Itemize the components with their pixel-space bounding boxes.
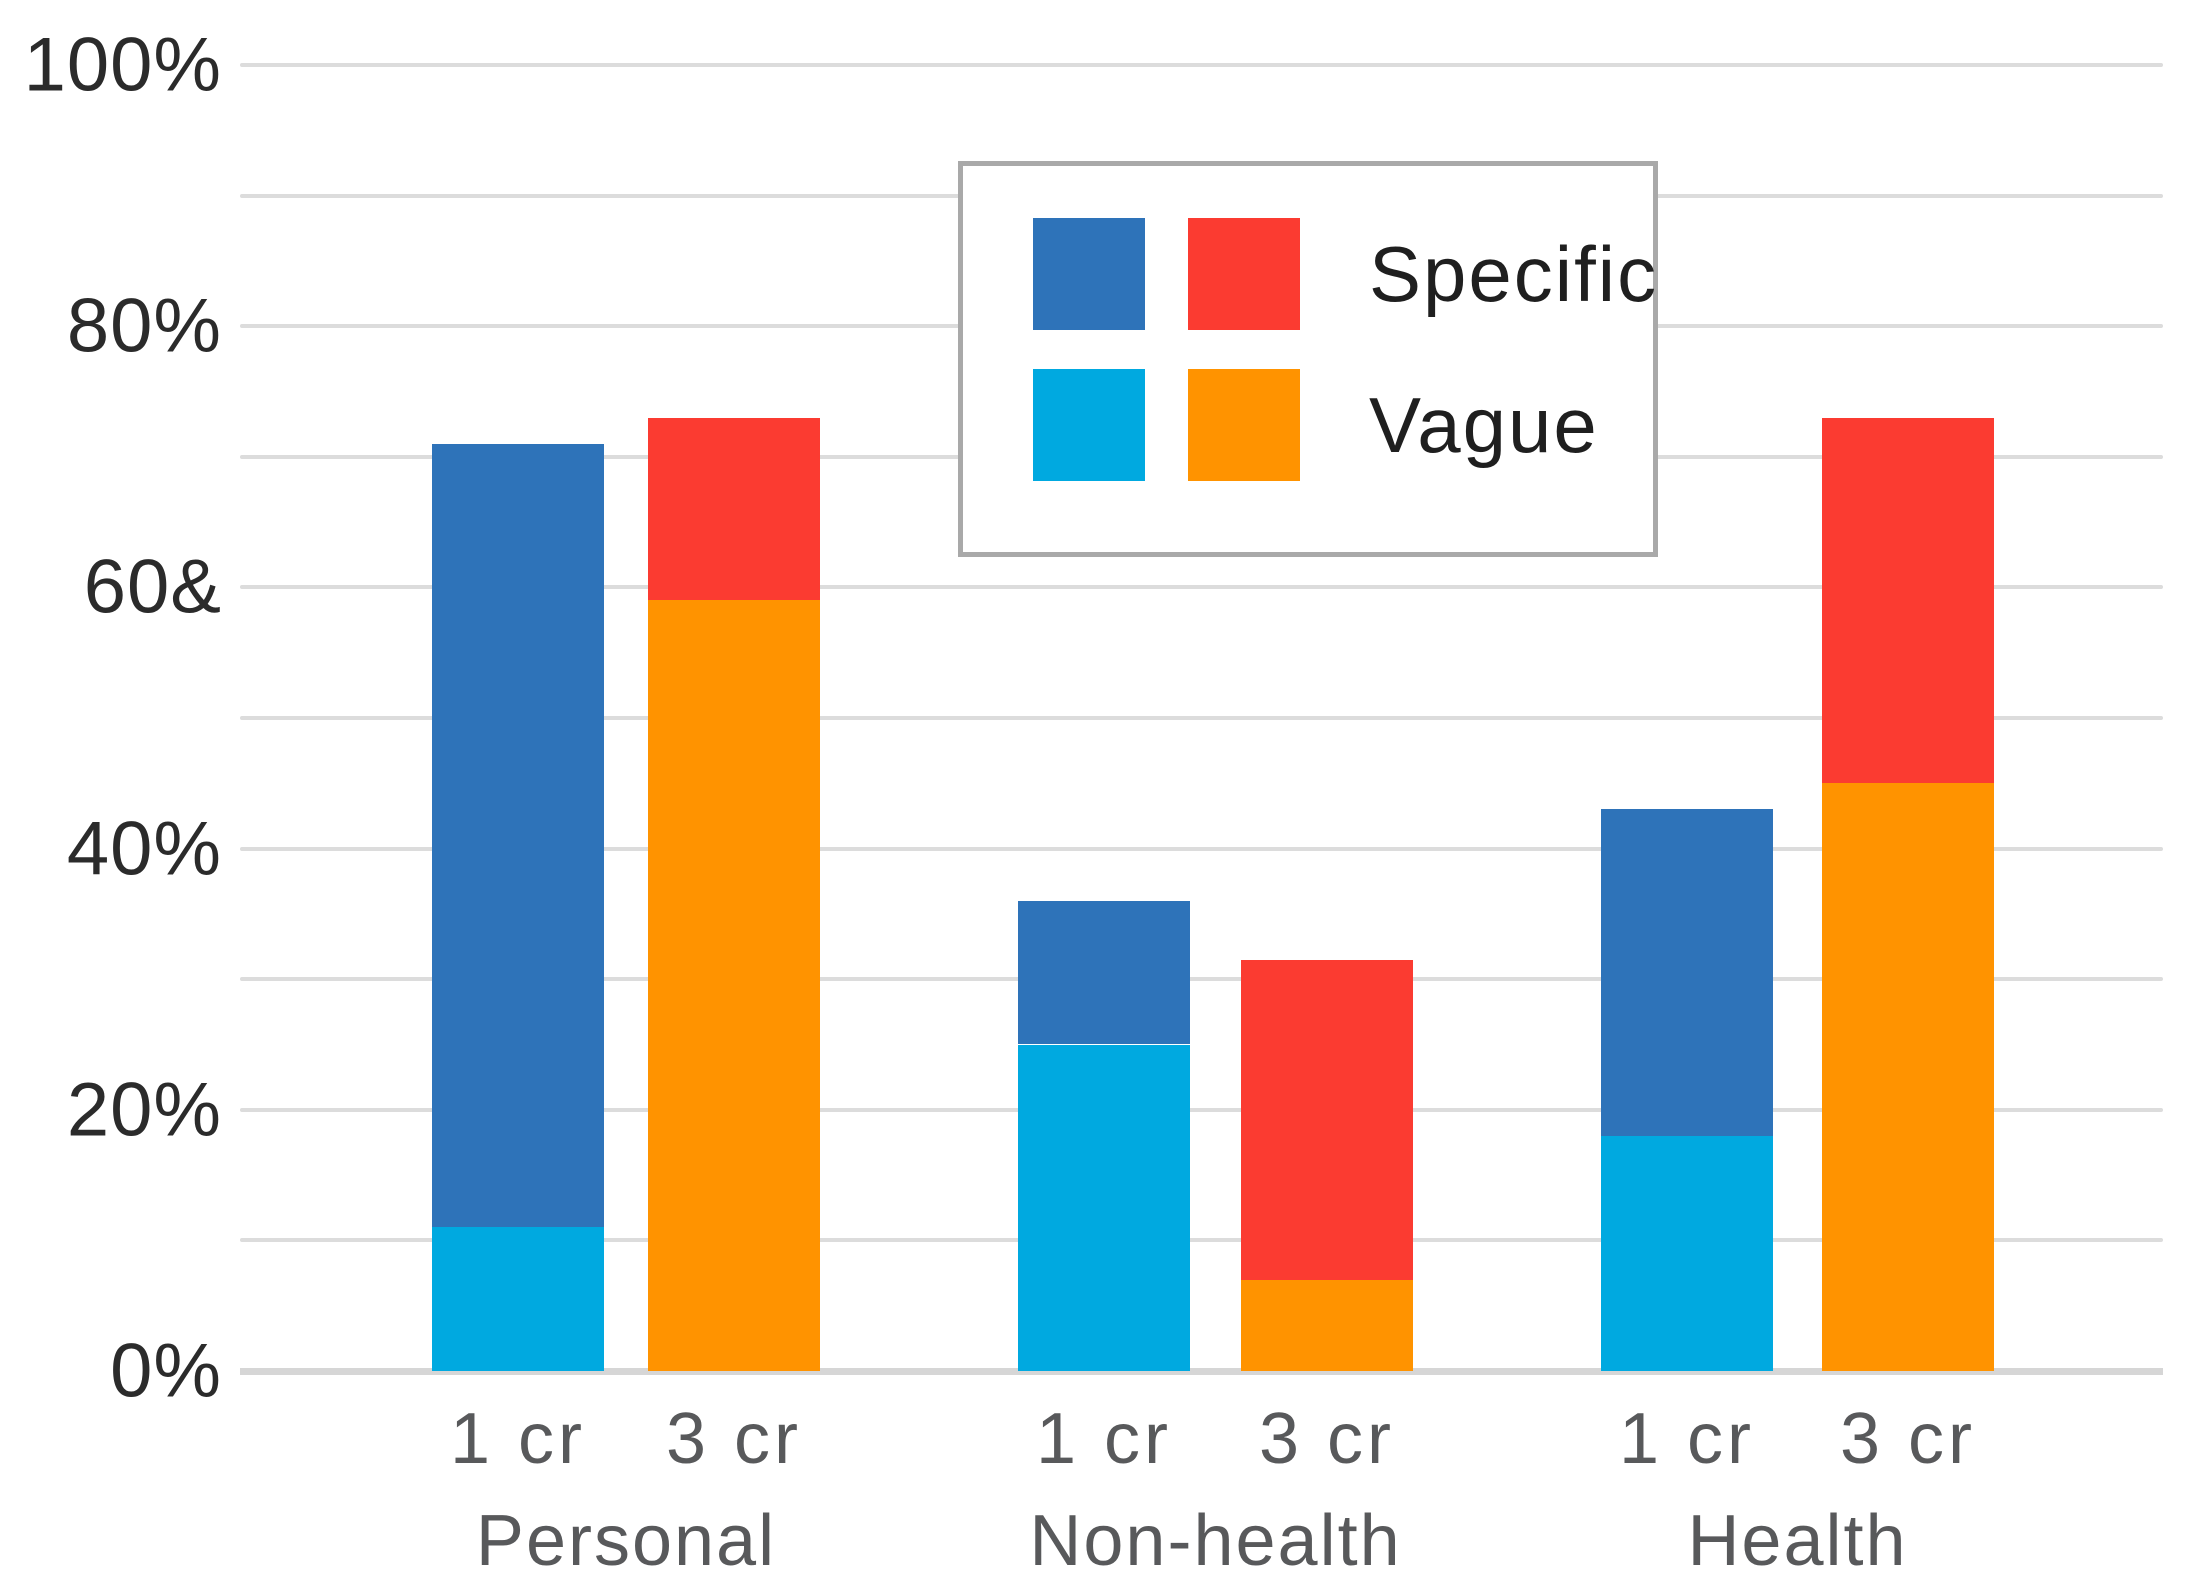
y-axis-tick-label: 60& bbox=[83, 544, 222, 630]
y-axis-tick-label: 0% bbox=[110, 1328, 222, 1414]
x-axis-line bbox=[240, 1368, 2163, 1375]
gridline bbox=[240, 585, 2163, 590]
legend: Specific Vague bbox=[958, 161, 1658, 557]
legend-row-vague: Vague bbox=[1033, 369, 1599, 481]
gridline bbox=[240, 846, 2163, 851]
bar-segment-specific-3cr-health bbox=[1822, 417, 1994, 784]
gridline bbox=[240, 977, 2163, 982]
x-axis-tick-label: 3 cr bbox=[665, 1399, 803, 1479]
legend-swatch-specific bbox=[1188, 218, 1300, 330]
bar-segment-vague-1cr-health bbox=[1601, 1135, 1773, 1371]
y-axis-tick-label: 80% bbox=[66, 283, 222, 369]
x-axis-tick-label: 1 cr bbox=[449, 1399, 587, 1479]
bar-segment-vague-3cr-non-health bbox=[1241, 1279, 1413, 1371]
x-axis-group-label: Non-health bbox=[1029, 1501, 1402, 1581]
gridline bbox=[240, 1238, 2163, 1243]
bar-segment-vague-3cr-personal bbox=[648, 600, 820, 1371]
bar-segment-vague-3cr-health bbox=[1822, 783, 1994, 1371]
y-axis-tick-label: 40% bbox=[66, 806, 222, 892]
bar-segment-vague-1cr-non-health bbox=[1018, 1044, 1190, 1371]
legend-swatch-specific bbox=[1033, 218, 1145, 330]
legend-swatch-vague bbox=[1188, 369, 1300, 481]
gridline bbox=[240, 716, 2163, 720]
bar-segment-specific-1cr-non-health bbox=[1018, 900, 1190, 1045]
x-axis-tick-label: 3 cr bbox=[1258, 1399, 1396, 1479]
x-axis-tick-label: 1 cr bbox=[1035, 1399, 1173, 1479]
bar-segment-vague-1cr-personal bbox=[432, 1227, 604, 1371]
bar-segment-specific-1cr-personal bbox=[432, 443, 604, 1228]
legend-label: Specific bbox=[1369, 229, 1659, 318]
y-axis-tick-label: 100% bbox=[23, 22, 222, 108]
legend-swatch-vague bbox=[1033, 369, 1145, 481]
bar-segment-specific-3cr-non-health bbox=[1241, 959, 1413, 1280]
gridline bbox=[240, 63, 2163, 67]
bar-segment-specific-3cr-personal bbox=[648, 417, 820, 601]
legend-row-specific: Specific bbox=[1033, 218, 1658, 330]
x-axis-tick-label: 3 cr bbox=[1839, 1399, 1977, 1479]
legend-label: Vague bbox=[1369, 380, 1599, 469]
x-axis-tick-label: 1 cr bbox=[1618, 1399, 1756, 1479]
gridline bbox=[240, 1107, 2163, 1112]
bar-segment-specific-1cr-health bbox=[1601, 809, 1773, 1136]
x-axis-group-label: Personal bbox=[475, 1501, 777, 1581]
x-axis-group-label: Health bbox=[1687, 1501, 1908, 1581]
y-axis-tick-label: 20% bbox=[66, 1067, 222, 1153]
